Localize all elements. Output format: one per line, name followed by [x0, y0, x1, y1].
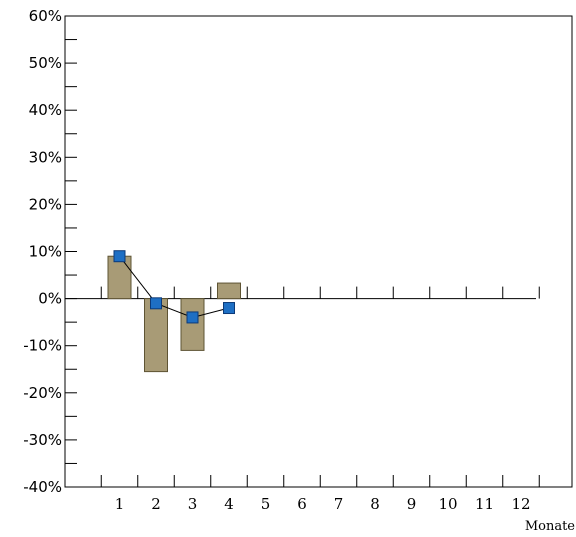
x-tick-label: 2 — [151, 495, 161, 513]
bar — [180, 298, 205, 351]
bar — [217, 282, 241, 300]
plot-frame — [64, 15, 573, 488]
x-tick-label: 9 — [407, 495, 417, 513]
y-tick-label: 50% — [29, 54, 62, 72]
line-marker — [223, 302, 235, 315]
line-marker — [150, 297, 162, 310]
x-tick-label: 6 — [297, 495, 307, 513]
line-marker — [113, 250, 126, 263]
x-tick-label: 3 — [188, 495, 198, 513]
y-tick-label: 10% — [29, 243, 62, 261]
series-line — [119, 255, 230, 318]
y-tick-label: 30% — [29, 148, 62, 166]
x-tick-label: 4 — [224, 495, 234, 513]
y-tick-label: 20% — [29, 195, 62, 213]
y-tick-label: 60% — [29, 7, 62, 25]
bar — [107, 255, 132, 300]
x-tick-label: 5 — [261, 495, 271, 513]
x-tick-label: 12 — [511, 495, 530, 513]
line-marker — [186, 311, 199, 324]
x-tick-label: 7 — [334, 495, 344, 513]
x-tick-label: 1 — [115, 495, 125, 513]
y-tick-label: -40% — [23, 478, 62, 496]
x-axis: 1 2 3 4 5 6 7 8 9 10 11 12 — [100, 286, 540, 513]
line-series — [113, 250, 235, 324]
y-tick-label: -10% — [23, 337, 62, 355]
y-tick-label: -20% — [23, 384, 62, 402]
y-tick-label: 0% — [38, 290, 62, 308]
bar — [144, 298, 168, 373]
bar-series — [107, 255, 241, 373]
y-axis: -40% -30% -20% -10% 0% 10% 20% 30% 40% 50% 60% — [23, 7, 536, 496]
y-tick-label: -30% — [23, 431, 62, 449]
y-tick-label: 40% — [29, 101, 62, 119]
x-axis-title: Monate — [525, 519, 575, 534]
x-tick-label: 10 — [438, 495, 457, 513]
x-tick-label: 11 — [475, 495, 494, 513]
x-tick-label: 8 — [370, 495, 380, 513]
